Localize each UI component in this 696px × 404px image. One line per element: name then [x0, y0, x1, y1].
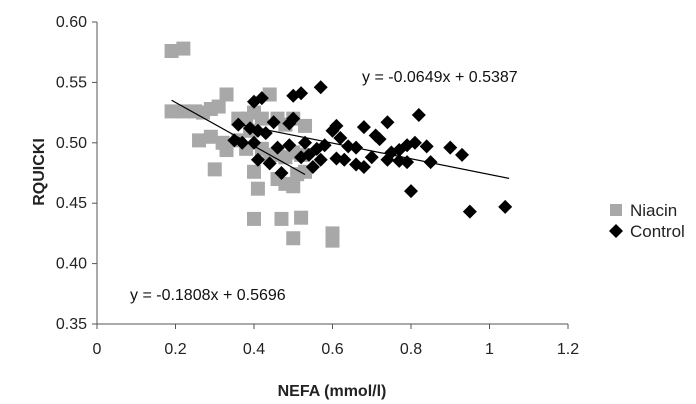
x-axis-title: NEFA (mmol/l): [278, 383, 387, 400]
data-point-control: [419, 139, 434, 154]
data-point-control: [274, 166, 289, 180]
data-point-niacin: [219, 87, 234, 102]
x-tick-label: 0: [93, 341, 102, 358]
data-point-control: [286, 111, 301, 126]
trendlines: [171, 99, 510, 179]
data-point-niacin: [286, 231, 301, 246]
data-point-control: [372, 132, 387, 147]
data-point-control: [455, 147, 470, 162]
legend-label-niacin: Niacin: [630, 201, 677, 220]
y-axis-title: RQUICKI: [31, 138, 48, 206]
data-point-control: [462, 204, 477, 219]
data-point-niacin: [274, 211, 289, 226]
data-point-control: [380, 115, 395, 130]
y-tick-label: 0.50: [56, 135, 87, 152]
data-point-control: [243, 121, 258, 136]
data-point-control: [380, 152, 395, 167]
trendline-niacin: [171, 99, 306, 176]
x-tick-label: 0.4: [243, 341, 265, 358]
data-point-niacin: [254, 111, 269, 126]
y-tick-label: 0.45: [56, 195, 87, 212]
data-point-control: [262, 156, 277, 171]
y-tick-label: 0.35: [56, 316, 87, 333]
data-point-control: [356, 120, 371, 135]
legend-item-control: Control: [609, 222, 685, 241]
data-point-control: [247, 135, 261, 150]
data-point-niacin: [298, 118, 313, 133]
data-point-control: [270, 140, 285, 155]
data-point-niacin: [250, 181, 265, 196]
legend: Niacin Control: [609, 201, 685, 241]
legend-marker-control: [609, 224, 623, 238]
trendline-equation-niacin: y = -0.1808x + 0.5696: [130, 287, 286, 304]
data-point-control: [313, 80, 328, 95]
data-point-niacin: [211, 99, 226, 114]
data-point-niacin: [203, 129, 218, 144]
data-point-niacin: [325, 233, 340, 248]
data-point-control: [364, 150, 379, 165]
data-point-control: [356, 159, 371, 174]
x-tick-label: 0.2: [164, 341, 186, 358]
data-point-niacin: [192, 133, 207, 148]
data-point-control: [313, 152, 328, 167]
data-point-niacin: [164, 43, 179, 58]
x-tick-label: 1: [485, 341, 494, 358]
x-tick-label: 1.2: [557, 341, 579, 358]
data-point-niacin: [176, 104, 191, 119]
trendline-control: [238, 123, 510, 179]
data-point-control: [266, 115, 281, 130]
axes: 0.35 0.40 0.45 0.50 0.55 0.60 0 0.2 0.4 0.6 0.8 1 1.…: [56, 14, 579, 358]
data-point-control: [282, 138, 297, 153]
trendline-equation-control: y = -0.0649x + 0.5387: [362, 69, 518, 86]
data-point-niacin: [219, 143, 234, 158]
data-point-control: [305, 159, 320, 174]
data-point-niacin: [286, 179, 301, 194]
y-tick-label: 0.55: [56, 74, 87, 91]
data-point-control: [235, 135, 250, 150]
data-point-control: [250, 152, 265, 167]
data-point-control: [298, 135, 313, 150]
data-point-niacin: [247, 211, 261, 226]
data-point-niacin: [164, 104, 179, 119]
data-point-niacin: [247, 164, 261, 179]
data-point-control: [411, 108, 426, 123]
data-point-control: [329, 118, 344, 133]
data-point-niacin: [207, 162, 222, 177]
x-tick-label: 0.8: [400, 341, 422, 358]
x-tick-label: 0.6: [321, 341, 343, 358]
data-point-niacin: [176, 41, 191, 56]
data-point-niacin: [294, 210, 309, 225]
data-point-control: [337, 152, 352, 167]
data-point-control: [498, 199, 513, 214]
data-point-control: [407, 135, 422, 150]
legend-label-control: Control: [630, 222, 685, 241]
y-tick-label: 0.60: [56, 14, 87, 31]
data-point-control: [294, 86, 309, 101]
legend-marker-niacin: [610, 204, 622, 216]
data-point-control: [333, 130, 348, 145]
legend-item-niacin: Niacin: [610, 201, 677, 220]
data-point-control: [254, 91, 269, 106]
y-tick-label: 0.40: [56, 256, 87, 273]
data-point-control: [404, 184, 418, 199]
data-point-control: [443, 140, 458, 155]
